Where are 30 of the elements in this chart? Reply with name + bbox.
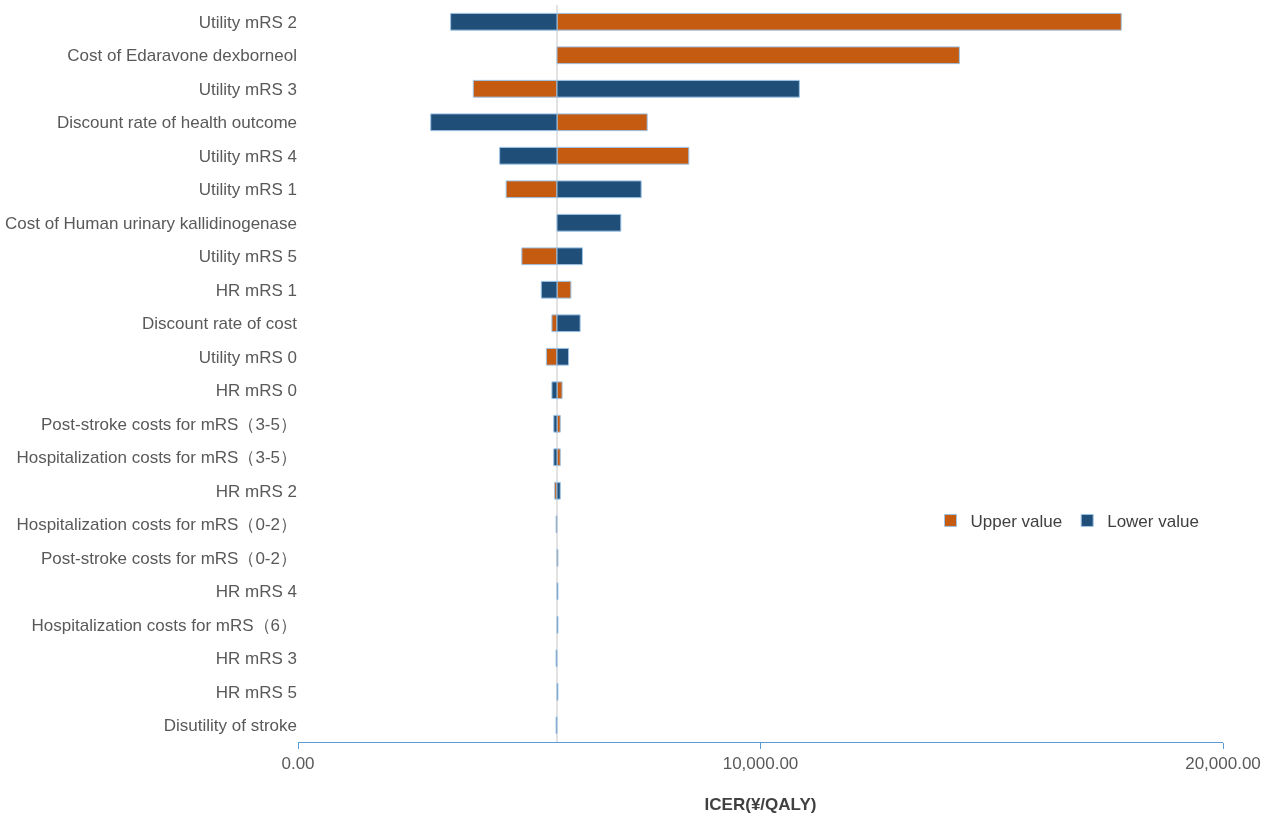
y-tick-label: Cost of Human urinary kallidinogenase: [5, 213, 297, 233]
y-tick-label: Post-stroke costs for mRS（0-2）: [40, 548, 297, 568]
y-tick-label: Utility mRS 5: [198, 247, 297, 267]
y-tick-label: Utility mRS 3: [198, 79, 297, 99]
y-tick-label: HR mRS 5: [215, 682, 297, 702]
y-tick-label: HR mRS 3: [215, 649, 297, 669]
y-tick-label: Discount rate of cost: [142, 314, 298, 334]
x-tick-label: 0.00: [281, 754, 315, 774]
x-tick-label: 10,000.00: [722, 754, 799, 774]
y-tick-label: Utility mRS 2: [198, 12, 297, 32]
y-tick-label: Utility mRS 0: [198, 347, 297, 367]
y-tick-label: Cost of Edaravone dexborneol: [67, 46, 297, 66]
bar: [556, 46, 960, 65]
y-tick-label: Utility mRS 1: [198, 180, 297, 200]
y-tick-label: HR mRS 1: [215, 280, 297, 300]
y-tick-label: Utility mRS 4: [198, 146, 297, 166]
y-tick-label: HR mRS 4: [215, 582, 297, 602]
y-tick-label: Post-stroke costs for mRS（3-5）: [40, 414, 297, 434]
x-tick-label: 20,000.00: [1185, 754, 1261, 774]
y-tick-label: Disutility of stroke: [163, 716, 297, 736]
y-tick-label: Hospitalization costs for mRS（6）: [31, 615, 297, 635]
x-axis-title: ICER(¥/QALY): [704, 794, 817, 814]
y-tick-label: HR mRS 2: [215, 481, 297, 501]
y-tick-label: HR mRS 0: [215, 381, 297, 401]
y-tick-label: Hospitalization costs for mRS（3-5）: [16, 448, 297, 468]
bar: [556, 213, 622, 232]
legend-label: Lower value: [1107, 512, 1199, 532]
legend-label: Upper value: [970, 512, 1063, 532]
y-tick-label: Hospitalization costs for mRS（0-2）: [16, 515, 297, 535]
y-tick-label: Discount rate of health outcome: [56, 113, 297, 133]
